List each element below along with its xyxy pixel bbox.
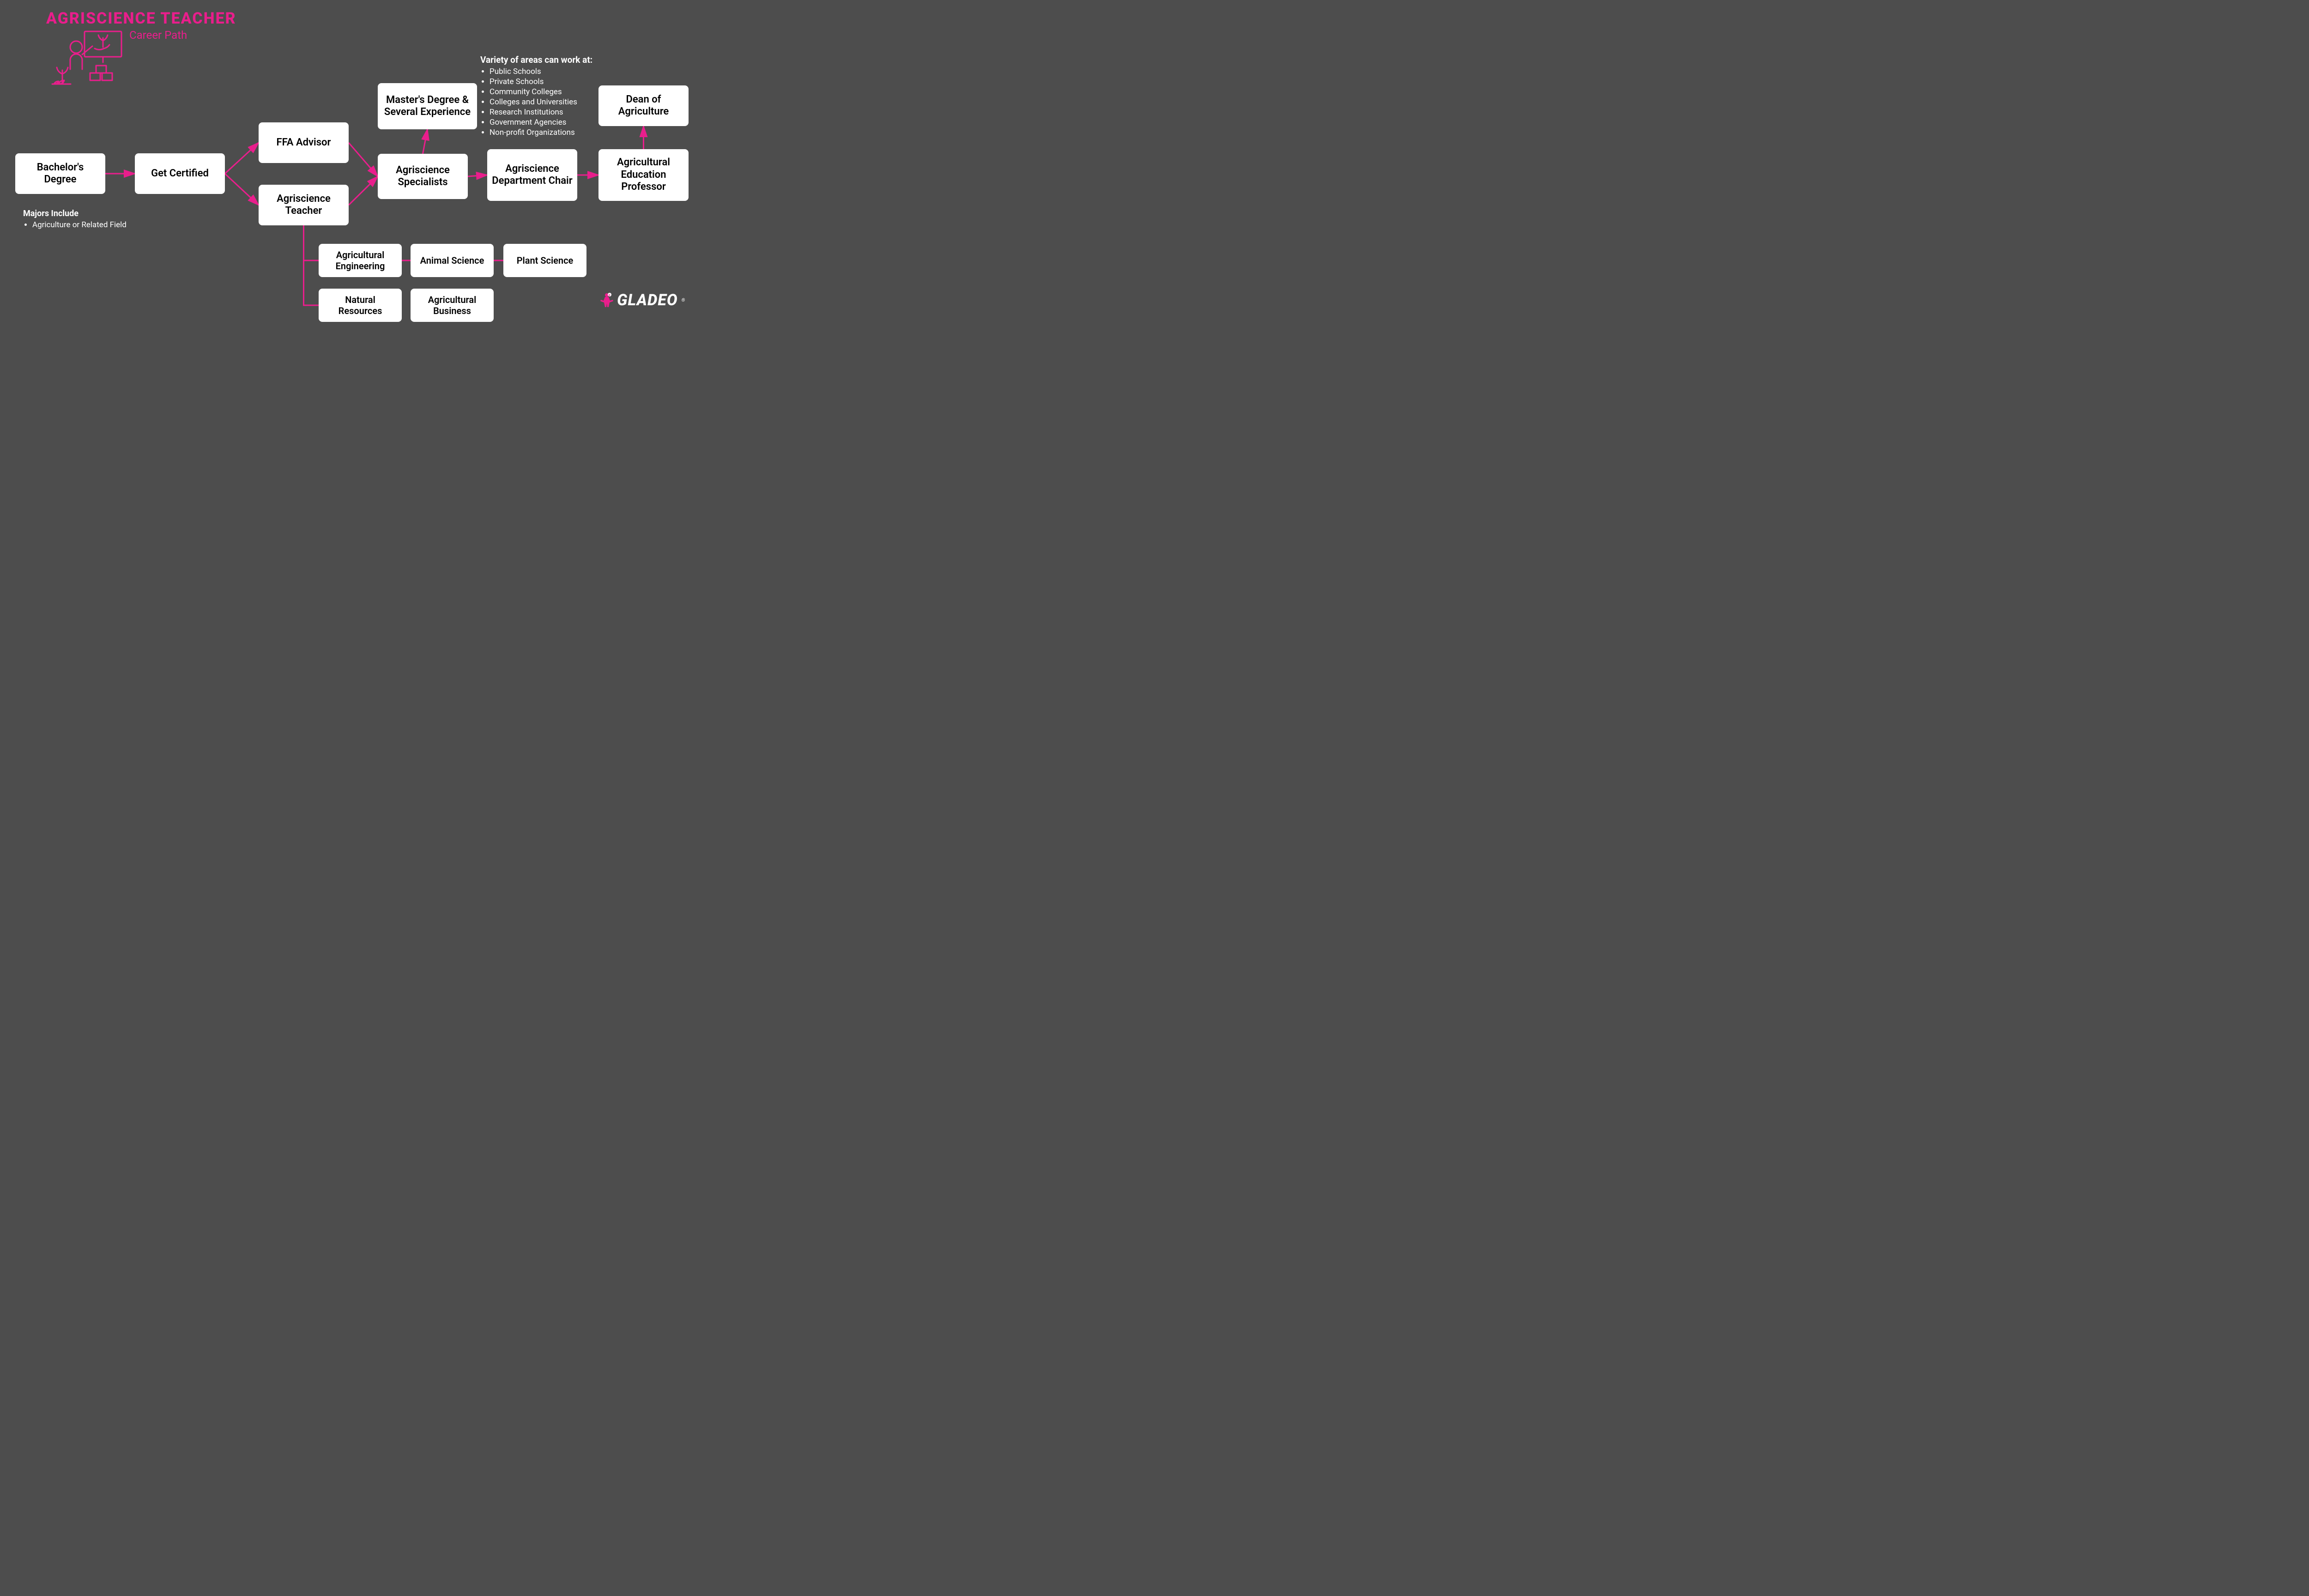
node-professor: Agricultural Education Professor [598, 149, 689, 201]
node-ag-eng: Agricultural Engineering [319, 244, 402, 277]
work-area-item: Community Colleges [490, 87, 592, 97]
node-plant: Plant Science [503, 244, 586, 277]
work-areas-list: Variety of areas can work at: Public Sch… [480, 54, 592, 138]
node-animal: Animal Science [411, 244, 494, 277]
majors-list: Majors Include Agriculture or Related Fi… [23, 209, 127, 230]
teacher-icon [48, 28, 127, 90]
work-area-item: Research Institutions [490, 108, 592, 117]
node-chair: Agriscience Department Chair [487, 149, 577, 201]
page-title: AGRISCIENCE TEACHER [46, 9, 236, 28]
gladeo-reg: ® [682, 298, 686, 303]
work-areas-heading: Variety of areas can work at: [480, 54, 592, 65]
gladeo-logo: G GLADEO ® [600, 291, 685, 309]
work-area-item: Government Agencies [490, 118, 592, 127]
node-dean: Dean of Agriculture [598, 85, 689, 126]
node-bachelors: Bachelor's Degree [15, 153, 105, 194]
node-ag-bus: Agricultural Business [411, 289, 494, 322]
svg-text:G: G [609, 294, 611, 297]
node-specialists: Agriscience Specialists [378, 154, 468, 199]
node-ffa: FFA Advisor [259, 122, 349, 163]
node-masters: Master's Degree & Several Experience [378, 83, 477, 129]
gladeo-icon: G [600, 292, 613, 308]
node-certified: Get Certified [135, 153, 225, 194]
node-teacher: Agriscience Teacher [259, 185, 349, 225]
work-area-item: Colleges and Universities [490, 97, 592, 107]
page-subtitle: Career Path [129, 29, 187, 42]
work-area-item: Public Schools [490, 67, 592, 76]
work-area-item: Private Schools [490, 77, 592, 86]
work-area-item: Non-profit Organizations [490, 128, 592, 137]
node-natural: Natural Resources [319, 289, 402, 322]
majors-heading: Majors Include [23, 209, 127, 218]
gladeo-text: GLADEO [617, 291, 678, 309]
majors-item: Agriculture or Related Field [32, 220, 127, 230]
